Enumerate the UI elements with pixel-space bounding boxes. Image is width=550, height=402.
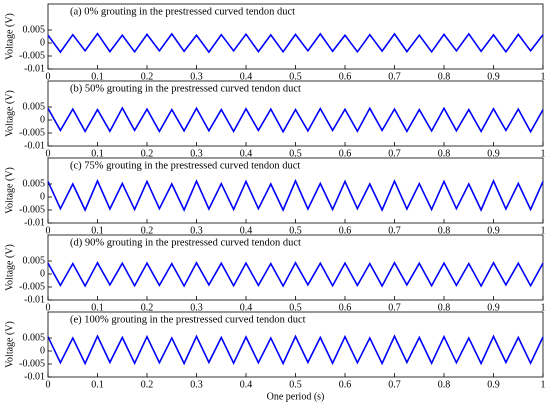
- plot-frame: [47, 3, 544, 70]
- x-tick-label: 0.6: [339, 225, 352, 236]
- x-tick-label: 0.6: [339, 148, 352, 159]
- x-tick-label: 0.3: [190, 379, 203, 390]
- x-tick-label: 0.5: [289, 225, 302, 236]
- x-tick-label: 0.1: [91, 148, 104, 159]
- y-tick-label: -0.01: [24, 371, 45, 382]
- y-tick-label: 0.005: [23, 24, 46, 35]
- x-tick-label: 0.2: [141, 148, 154, 159]
- x-tick-label: 1: [541, 379, 546, 390]
- y-tick-label: 0.005: [23, 332, 46, 343]
- x-tick-label: 0.5: [289, 379, 302, 390]
- signal-line: [47, 178, 544, 212]
- y-tick-label: 0.005: [23, 101, 46, 112]
- x-tick-label: 0.9: [487, 302, 500, 313]
- y-axis-label: Voltage (V): [4, 167, 15, 214]
- panel-title: (e) 100% grouting in the prestressed cur…: [70, 314, 306, 325]
- panel-title: (b) 50% grouting in the prestressed curv…: [70, 83, 301, 94]
- y-tick-label: -0.01: [24, 63, 45, 74]
- signal-line: [47, 32, 544, 54]
- x-tick-label: 0.7: [388, 225, 401, 236]
- plot-frame: [47, 311, 544, 378]
- panel-title: (d) 90% grouting in the prestressed curv…: [70, 237, 301, 248]
- plot-frame: [47, 157, 544, 224]
- signal-line: [47, 106, 544, 134]
- panel-title: (c) 75% grouting in the prestressed curv…: [70, 160, 300, 171]
- y-tick-label: 0: [40, 268, 45, 279]
- x-tick-label: 0.2: [141, 302, 154, 313]
- y-tick-label: -0.005: [19, 50, 45, 61]
- x-tick-label: 0.6: [339, 71, 352, 82]
- plot-frame: [47, 80, 544, 147]
- panel-title: (a) 0% grouting in the prestressed curve…: [70, 6, 295, 17]
- x-tick-label: 0.6: [339, 379, 352, 390]
- x-tick-label: 0.4: [240, 71, 253, 82]
- x-tick-label: 0.7: [388, 302, 401, 313]
- y-tick-label: -0.01: [24, 294, 45, 305]
- y-tick-label: 0: [40, 191, 45, 202]
- x-tick-label: 0.9: [487, 71, 500, 82]
- x-tick-label: 0: [46, 148, 51, 159]
- x-tick-label: 1: [541, 148, 546, 159]
- x-tick-label: 1: [541, 71, 546, 82]
- x-tick-label: 0.4: [240, 148, 253, 159]
- x-tick-label: 0: [46, 71, 51, 82]
- x-tick-label: 0.2: [141, 379, 154, 390]
- x-tick-label: 0.9: [487, 225, 500, 236]
- x-tick-label: 0.5: [289, 302, 302, 313]
- x-tick-label: 0.8: [438, 71, 451, 82]
- x-tick-label: 0.1: [91, 225, 104, 236]
- y-tick-label: -0.01: [24, 217, 45, 228]
- x-tick-label: 0.3: [190, 148, 203, 159]
- x-tick-label: 0.1: [91, 302, 104, 313]
- x-tick-label: 0: [46, 302, 51, 313]
- x-tick-label: 0.9: [487, 148, 500, 159]
- y-tick-label: -0.005: [19, 204, 45, 215]
- x-tick-label: 0.2: [141, 71, 154, 82]
- y-axis-label: Voltage (V): [4, 244, 15, 291]
- x-tick-label: 1: [541, 302, 546, 313]
- y-axis-label: Voltage (V): [4, 90, 15, 137]
- x-tick-label: 0.1: [91, 71, 104, 82]
- x-tick-label: 0.1: [91, 379, 104, 390]
- y-tick-label: -0.005: [19, 127, 45, 138]
- y-tick-label: 0: [40, 37, 45, 48]
- x-tick-label: 0.8: [438, 225, 451, 236]
- x-tick-label: 0.8: [438, 379, 451, 390]
- y-tick-label: -0.005: [19, 281, 45, 292]
- y-axis-label: Voltage (V): [4, 13, 15, 60]
- x-tick-label: 0: [46, 379, 51, 390]
- x-tick-label: 0.7: [388, 148, 401, 159]
- x-tick-label: 0.2: [141, 225, 154, 236]
- x-tick-label: 0.9: [487, 379, 500, 390]
- x-tick-label: 0.8: [438, 302, 451, 313]
- x-tick-label: 0.6: [339, 302, 352, 313]
- x-tick-label: 0.3: [190, 302, 203, 313]
- x-tick-label: 0.5: [289, 71, 302, 82]
- x-tick-label: 0.7: [388, 379, 401, 390]
- x-tick-label: 0.4: [240, 379, 253, 390]
- x-tick-label: 0.7: [388, 71, 401, 82]
- x-tick-label: 0.5: [289, 148, 302, 159]
- plot-frame: [47, 234, 544, 301]
- x-tick-label: 0.8: [438, 148, 451, 159]
- y-tick-label: 0.005: [23, 178, 46, 189]
- x-tick-label: 0.3: [190, 225, 203, 236]
- y-tick-label: -0.005: [19, 358, 45, 369]
- signal-line: [47, 261, 544, 288]
- y-tick-label: -0.01: [24, 140, 45, 151]
- x-tick-label: 0.3: [190, 71, 203, 82]
- y-tick-label: 0: [40, 114, 45, 125]
- x-tick-label: 0.4: [240, 225, 253, 236]
- x-tick-label: 0.4: [240, 302, 253, 313]
- x-tick-label: 1: [541, 225, 546, 236]
- y-axis-label: Voltage (V): [4, 321, 15, 368]
- y-tick-label: 0.005: [23, 255, 46, 266]
- x-tick-label: 0: [46, 225, 51, 236]
- x-axis-label: One period (s): [267, 391, 325, 402]
- y-tick-label: 0: [40, 345, 45, 356]
- signal-line: [47, 334, 544, 366]
